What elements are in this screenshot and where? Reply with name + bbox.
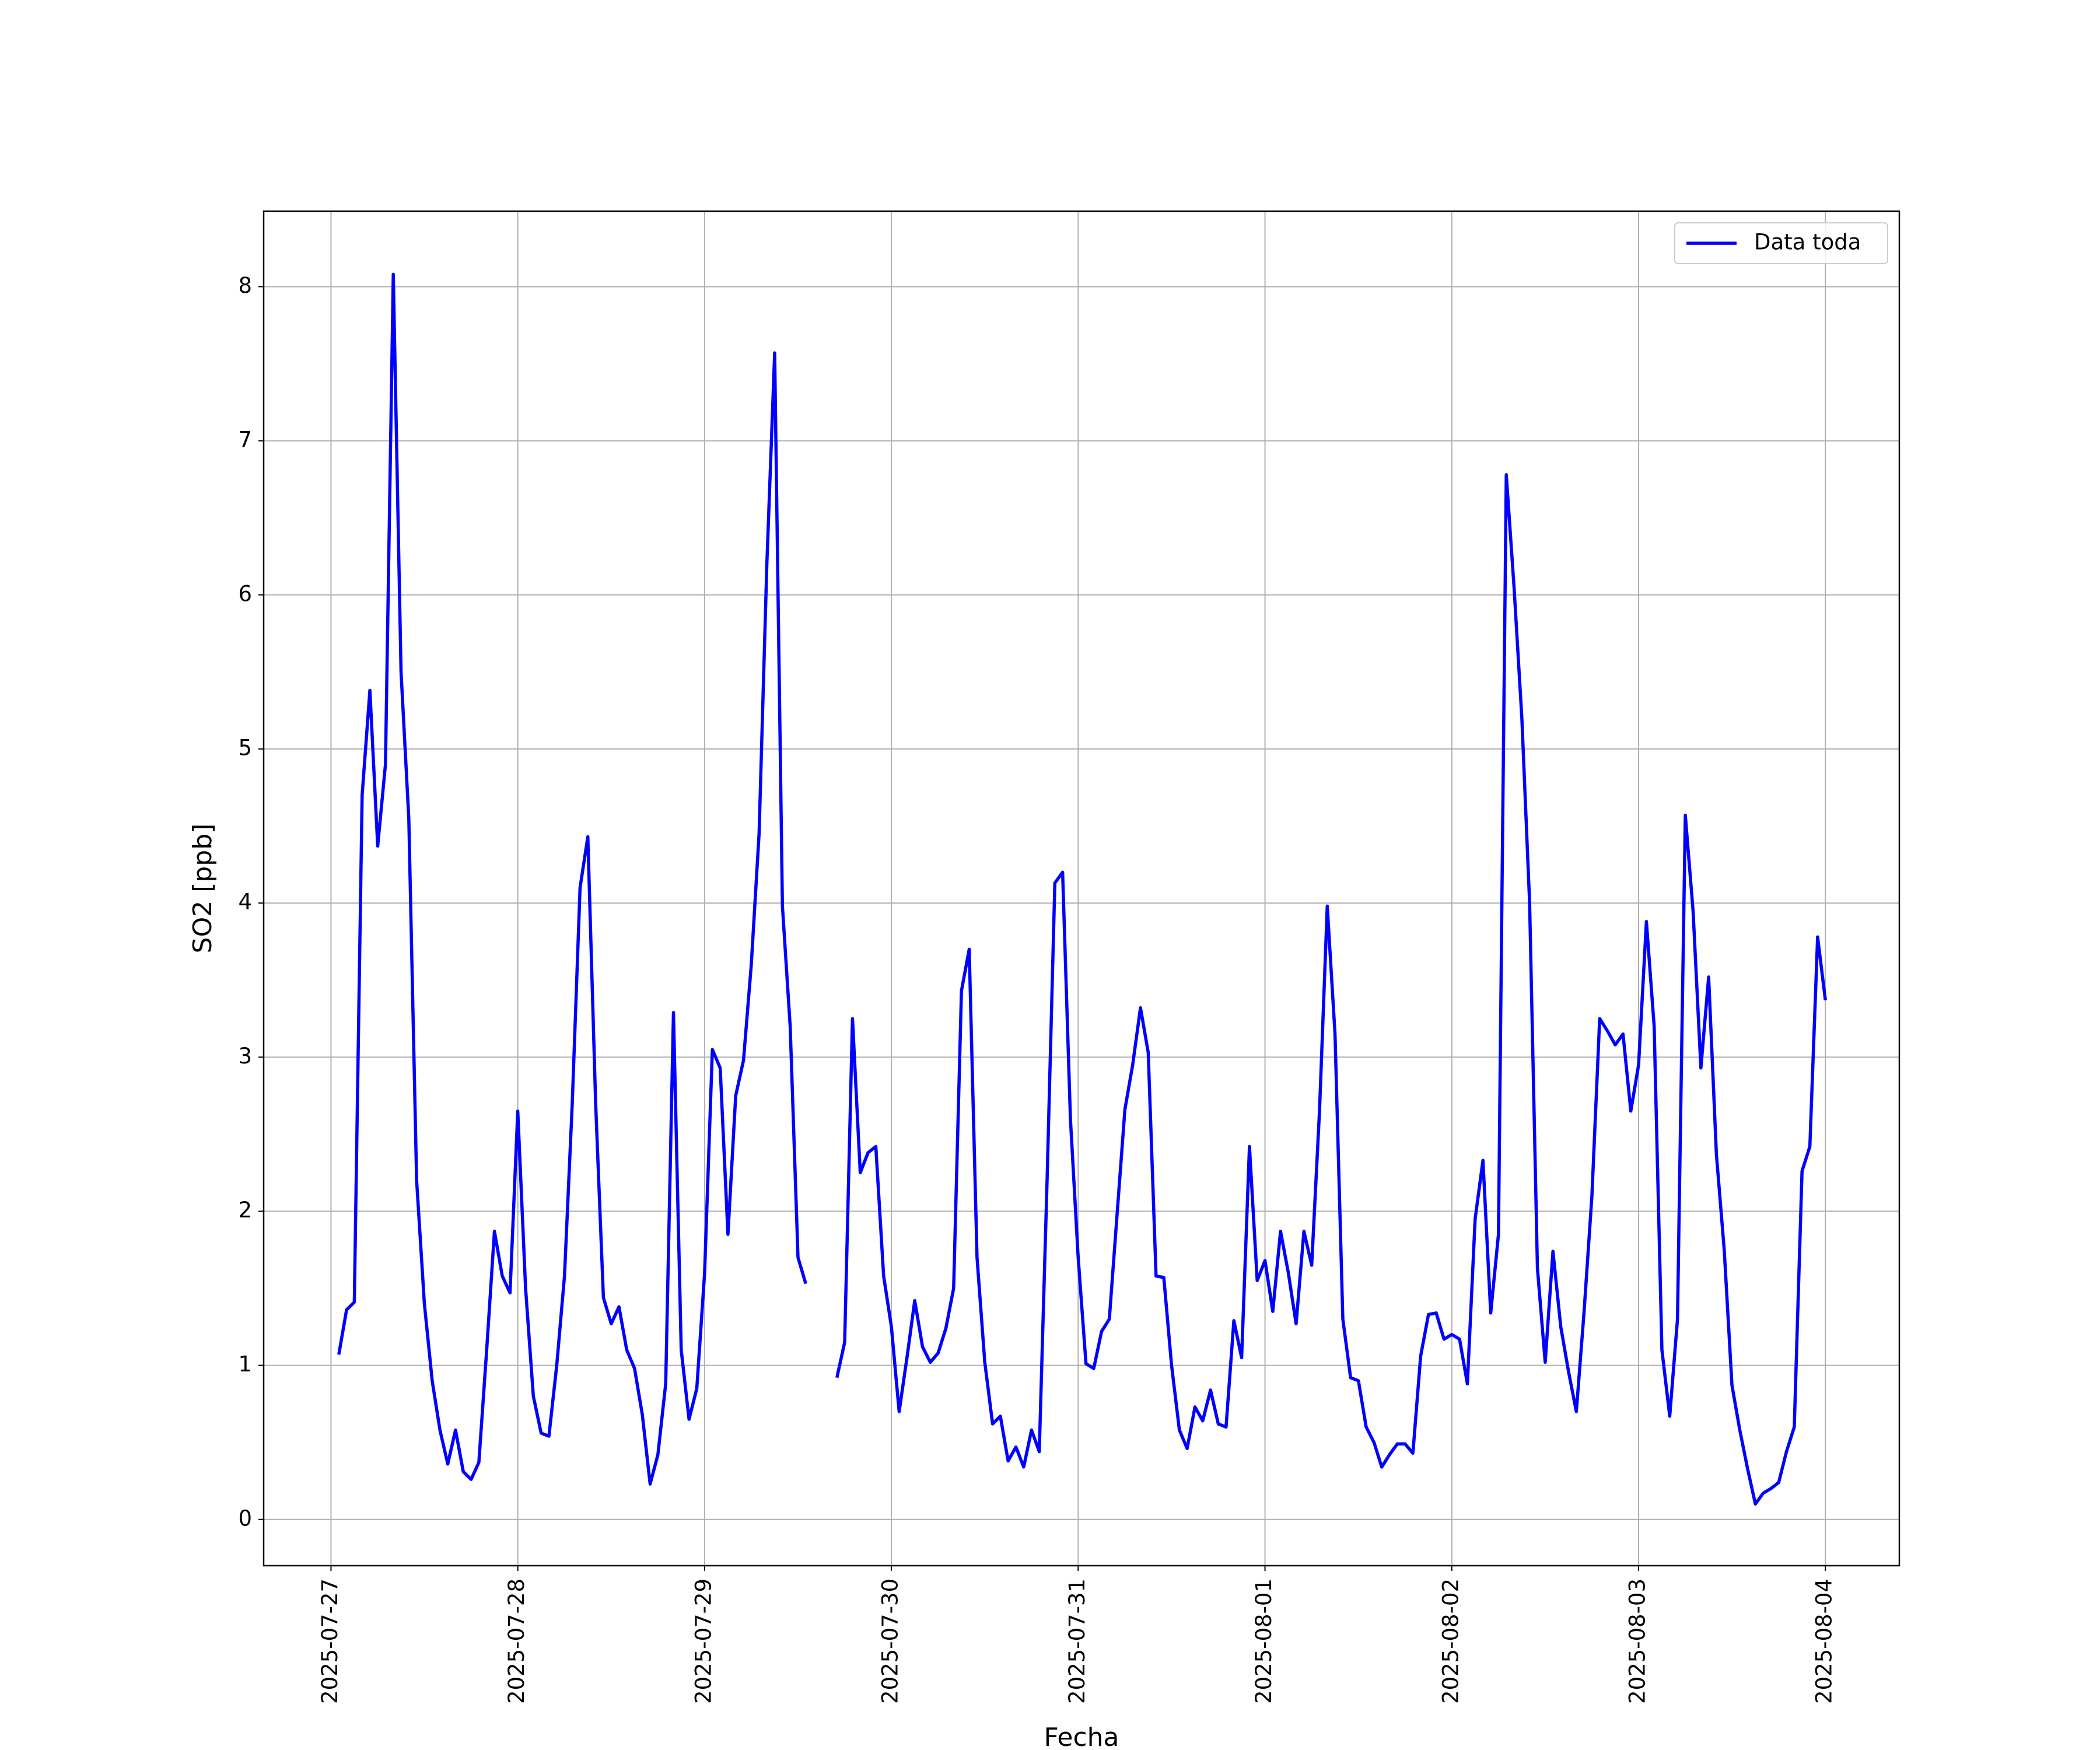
x-tick-label: 2025-08-01	[1251, 1578, 1276, 1704]
x-tick-label: 2025-07-29	[691, 1578, 716, 1704]
y-tick-label: 8	[238, 273, 252, 298]
y-tick-label: 0	[238, 1506, 252, 1531]
y-tick-label: 2	[238, 1198, 252, 1223]
y-axis-label: SO2 [ppb]	[188, 824, 218, 954]
x-tick-label: 2025-07-28	[504, 1578, 529, 1704]
x-tick-label: 2025-08-03	[1625, 1578, 1650, 1704]
grid	[264, 211, 1899, 1566]
legend-label: Data toda	[1754, 230, 1861, 255]
y-tick-label: 4	[238, 890, 252, 915]
legend-box	[1674, 222, 1888, 264]
x-axis-label: Fecha	[1044, 1723, 1119, 1750]
x-tick-label: 2025-08-04	[1812, 1578, 1837, 1704]
plot	[337, 272, 1827, 1506]
y-tick-label: 5	[238, 735, 252, 760]
legend: Data toda	[1674, 222, 1888, 264]
y-tick-label: 3	[238, 1044, 252, 1069]
x-tick-label: 2025-07-30	[878, 1578, 903, 1704]
data-line	[337, 272, 1827, 1506]
y-tick-label: 7	[238, 427, 252, 452]
y-tick-label: 6	[238, 581, 252, 606]
x-tick-label: 2025-08-02	[1438, 1578, 1463, 1704]
x-tick-label: 2025-07-27	[317, 1578, 342, 1704]
plot-frame	[262, 210, 1901, 1567]
axes: 0 1 2 3 4 5 6 7 8 2025-07-27 2025-07-28 2025-07-29 2…	[238, 273, 1836, 1704]
y-tick-label: 1	[238, 1352, 252, 1377]
x-tick-label: 2025-07-31	[1065, 1578, 1090, 1704]
